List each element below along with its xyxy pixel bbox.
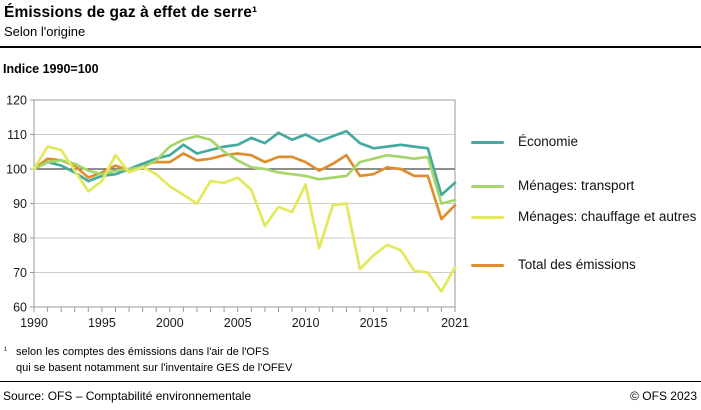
header-divider <box>0 46 701 49</box>
series-line-total-emissions <box>32 152 457 221</box>
series-line-menages-transport <box>32 134 457 205</box>
legend-label: Ménages: transport <box>518 178 635 193</box>
y-axis-label: 60 <box>13 301 27 315</box>
legend-item-menages-chauffage: Ménages: chauffage et autres <box>471 209 696 225</box>
plot-frame <box>33 99 456 308</box>
y-axis-unit-label: Indice 1990=100 <box>3 62 99 76</box>
legend-color-line-menages-transport <box>471 184 504 189</box>
y-axis-label: 100 <box>6 163 27 177</box>
legend-item-total-emissions: Total des émissions <box>471 257 636 273</box>
legend-color-line-total-emissions <box>471 263 504 268</box>
legend-label: Ménages: chauffage et autres <box>518 209 697 224</box>
legend-color-line-economie <box>471 140 504 145</box>
footnote-line1: selon les comptes des émissions dans l'a… <box>16 346 270 358</box>
footnote-line2: qui se basent notamment sur l'inventaire… <box>16 362 293 374</box>
page-subtitle: Selon l'origine <box>4 24 86 39</box>
source-text: Source: OFS – Comptabilité environnement… <box>3 389 252 403</box>
x-axis-label: 2000 <box>156 316 184 330</box>
x-axis-label: 2015 <box>360 316 388 330</box>
page-title: Émissions de gaz à effet de serre¹ <box>4 4 258 21</box>
x-axis-label: 2010 <box>292 316 320 330</box>
y-axis-label: 120 <box>6 94 27 108</box>
y-axis-label: 70 <box>13 266 27 280</box>
x-axis-label: 1995 <box>88 316 116 330</box>
footer-divider <box>0 381 701 383</box>
legend-label: Total des émissions <box>518 257 636 272</box>
x-axis-label: 2005 <box>224 316 252 330</box>
legend-item-economie: Économie <box>471 134 578 150</box>
footnote: ¹ selon les comptes des émissions dans l… <box>4 344 292 376</box>
legend-label: Économie <box>518 134 579 149</box>
x-axis-label: 2021 <box>441 316 469 330</box>
y-axis-label: 80 <box>13 232 27 246</box>
y-axis-label: 90 <box>13 197 27 211</box>
footnote-marker: ¹ <box>4 345 7 355</box>
footnote-text: selon les comptes des émissions dans l'a… <box>16 344 292 376</box>
x-axis-label: 1990 <box>20 316 48 330</box>
legend-color-line-menages-chauffage <box>471 215 504 220</box>
legend-item-menages-transport: Ménages: transport <box>471 178 634 194</box>
series-line-menages-chauffage <box>32 145 457 293</box>
copyright-text: © OFS 2023 <box>630 389 697 403</box>
y-axis-label: 110 <box>7 128 27 142</box>
